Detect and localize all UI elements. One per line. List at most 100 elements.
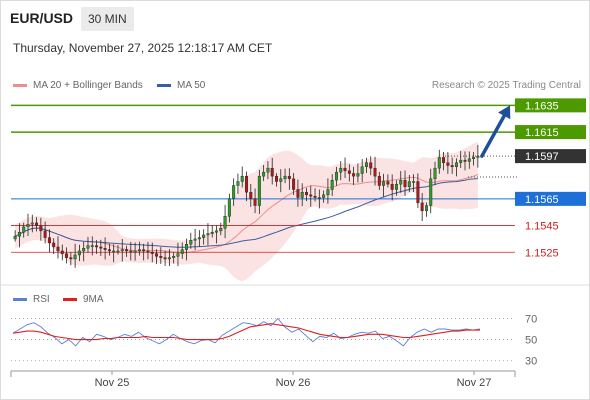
candle-body bbox=[390, 183, 394, 190]
level-label-5: 1.1525 bbox=[525, 247, 559, 259]
projection-arrow bbox=[480, 111, 508, 158]
candle-body bbox=[180, 249, 184, 254]
legend-ma20: MA 20 + Bollinger Bands bbox=[13, 80, 143, 91]
legend-9ma: 9MA bbox=[63, 294, 104, 305]
candle-body bbox=[65, 253, 69, 258]
candle-body bbox=[459, 159, 463, 163]
level-label-3: 1.1565 bbox=[525, 194, 559, 206]
candle-body bbox=[210, 232, 214, 234]
candle-body bbox=[472, 157, 476, 159]
level-label-1: 1.1615 bbox=[525, 127, 559, 139]
candle-body bbox=[399, 179, 403, 185]
candle-body bbox=[120, 249, 124, 252]
candle-body bbox=[82, 248, 86, 252]
candle-body bbox=[437, 157, 441, 169]
candle-body bbox=[467, 158, 471, 162]
candle-body bbox=[107, 249, 111, 252]
ma9-swatch-icon bbox=[63, 298, 77, 301]
candle-body bbox=[403, 179, 407, 188]
candle-body bbox=[360, 166, 364, 174]
instrument-title: EUR/USD bbox=[10, 10, 74, 26]
candle-body bbox=[193, 238, 197, 241]
candle-body bbox=[215, 230, 218, 233]
level-label-0: 1.1635 bbox=[525, 100, 559, 112]
candle-body bbox=[373, 167, 377, 177]
candle-body bbox=[446, 162, 450, 166]
rsi-swatch-icon bbox=[13, 298, 27, 301]
candle-body bbox=[146, 250, 150, 253]
candle-body bbox=[129, 250, 133, 253]
chart-datetime: Thursday, November 27, 2025 12:18:17 AM … bbox=[13, 41, 273, 55]
rsi-tick-70: 70 bbox=[525, 313, 537, 325]
candle-body bbox=[313, 195, 317, 198]
candle-body bbox=[219, 228, 223, 232]
candle-body bbox=[330, 179, 334, 190]
level-box-1 bbox=[515, 125, 586, 140]
bollinger-band bbox=[15, 141, 478, 282]
rsi-tick-30: 30 bbox=[525, 356, 537, 368]
candle-body bbox=[339, 167, 343, 173]
candle-body bbox=[206, 233, 210, 236]
candle-body bbox=[185, 244, 189, 250]
candle-body bbox=[227, 198, 231, 217]
candle-body bbox=[454, 162, 458, 168]
candle-body bbox=[159, 256, 163, 258]
rsi-series-9ma bbox=[12, 323, 480, 341]
candle-body bbox=[334, 171, 338, 181]
rsi-tick-50: 50 bbox=[525, 335, 537, 347]
candle-body bbox=[197, 237, 201, 240]
level-label-2: 1.1597 bbox=[525, 151, 559, 163]
candle-body bbox=[47, 237, 51, 244]
candle-body bbox=[253, 198, 257, 206]
candle-body bbox=[39, 225, 43, 232]
candle-body bbox=[394, 183, 398, 190]
candle-body bbox=[240, 175, 244, 182]
candle-body bbox=[13, 236, 17, 240]
candle-body bbox=[300, 191, 304, 198]
candle-body bbox=[163, 257, 167, 260]
x-tick-label: Nov 26 bbox=[276, 377, 311, 389]
candle-body bbox=[442, 157, 446, 163]
legend-rsi: RSI bbox=[13, 294, 50, 305]
candle-body bbox=[202, 234, 206, 238]
candle-body bbox=[257, 175, 261, 206]
candle-body bbox=[433, 167, 437, 180]
candle-body bbox=[369, 162, 373, 169]
level-box-2 bbox=[515, 149, 586, 164]
legend-9ma-label: 9MA bbox=[83, 294, 104, 305]
candle-body bbox=[73, 254, 77, 260]
candle-body bbox=[347, 170, 351, 174]
candle-body bbox=[463, 159, 467, 162]
candle-body bbox=[99, 246, 103, 249]
candle-body bbox=[262, 171, 266, 177]
x-tick-label: Nov 27 bbox=[457, 377, 492, 389]
candle-body bbox=[22, 226, 26, 233]
candle-body bbox=[326, 189, 330, 196]
candle-body bbox=[125, 249, 129, 252]
candle-body bbox=[429, 178, 433, 206]
candle-body bbox=[232, 185, 236, 200]
candle-body bbox=[95, 245, 99, 248]
candle-body bbox=[283, 175, 287, 180]
legend-rsi-label: RSI bbox=[33, 294, 50, 305]
level-box-0 bbox=[515, 98, 586, 113]
candle-body bbox=[236, 181, 240, 186]
candle-body bbox=[69, 257, 73, 260]
candle-body bbox=[77, 250, 81, 256]
candle-body bbox=[172, 256, 176, 258]
candle-body bbox=[412, 181, 416, 183]
candle-body bbox=[35, 222, 39, 226]
candle-body bbox=[476, 155, 480, 158]
candle-body bbox=[420, 202, 424, 212]
timeframe-button[interactable]: 30 MIN bbox=[81, 7, 134, 31]
level-label-4: 1.1545 bbox=[525, 221, 559, 233]
candle-body bbox=[279, 178, 283, 182]
candle-body bbox=[30, 222, 34, 225]
candle-body bbox=[60, 250, 64, 254]
projection-arrow-head-icon bbox=[498, 105, 511, 120]
candle-body bbox=[17, 232, 21, 237]
candle-body bbox=[167, 257, 171, 260]
candle-body bbox=[189, 240, 193, 245]
candle-body bbox=[176, 253, 180, 257]
